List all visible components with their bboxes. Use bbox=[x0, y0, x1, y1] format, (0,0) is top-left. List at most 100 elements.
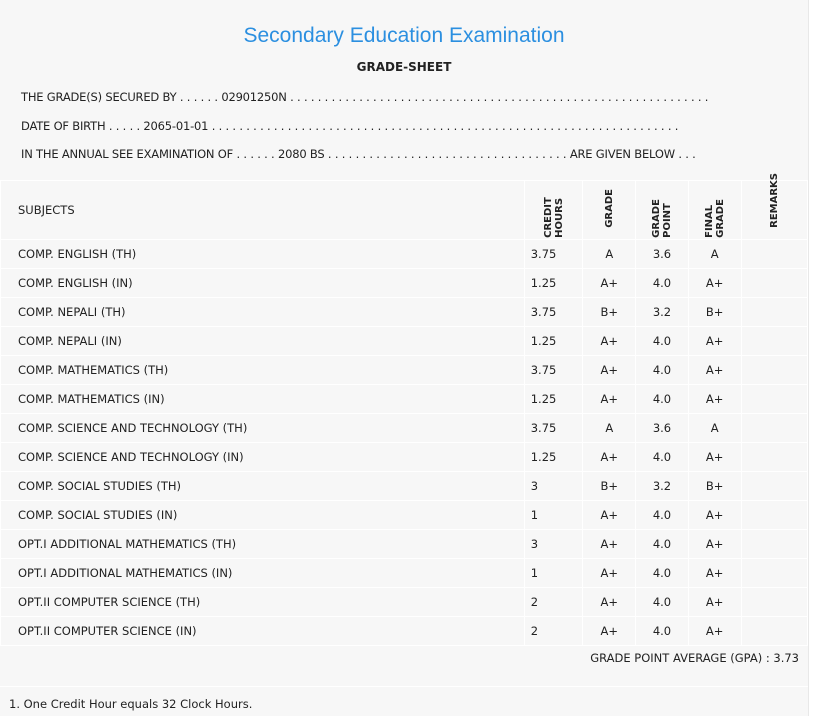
table-row: COMP. MATHEMATICS (IN) 1.25 A+ 4.0 A+ bbox=[0, 383, 808, 414]
table-row: COMP. MATHEMATICS (TH) 3.75 A+ 4.0 A+ bbox=[0, 354, 808, 385]
subject-cell: COMP. ENGLISH (IN) bbox=[0, 267, 525, 298]
grade-point-cell: 4.0 bbox=[635, 557, 689, 588]
final-grade-cell: A+ bbox=[687, 267, 742, 298]
remarks-cell bbox=[740, 499, 808, 530]
final-grade-cell: A+ bbox=[687, 441, 742, 472]
grade-point-cell: 4.0 bbox=[635, 528, 689, 559]
remarks-cell bbox=[740, 383, 808, 414]
remarks-cell bbox=[740, 557, 808, 588]
header-remarks: REMARKS bbox=[768, 173, 780, 228]
grade-cell: A+ bbox=[582, 528, 637, 559]
credit-hours-cell: 1.25 bbox=[523, 441, 584, 472]
remarks-cell bbox=[740, 412, 808, 443]
remarks-cell bbox=[740, 528, 808, 559]
table-row: COMP. ENGLISH (IN) 1.25 A+ 4.0 A+ bbox=[0, 267, 808, 298]
remarks-cell bbox=[740, 325, 808, 356]
credit-hours-cell: 3.75 bbox=[523, 412, 584, 443]
table-row: OPT.II COMPUTER SCIENCE (TH) 2 A+ 4.0 A+ bbox=[0, 586, 808, 617]
subject-cell: COMP. MATHEMATICS (TH) bbox=[0, 354, 525, 385]
subject-cell: COMP. ENGLISH (TH) bbox=[0, 238, 525, 269]
subject-cell: OPT.I ADDITIONAL MATHEMATICS (IN) bbox=[0, 557, 525, 588]
grade-point-cell: 3.2 bbox=[635, 296, 689, 327]
subject-cell: OPT.I ADDITIONAL MATHEMATICS (TH) bbox=[0, 528, 525, 559]
remarks-cell bbox=[740, 470, 808, 501]
table-row: COMP. SOCIAL STUDIES (TH) 3 B+ 3.2 B+ bbox=[0, 470, 808, 501]
grade-point-cell: 4.0 bbox=[635, 615, 689, 646]
final-grade-cell: A+ bbox=[687, 325, 742, 356]
table-row: COMP. SOCIAL STUDIES (IN) 1 A+ 4.0 A+ bbox=[0, 499, 808, 530]
final-grade-cell: A+ bbox=[687, 499, 742, 530]
header-credit-hours: CREDIT HOURS bbox=[542, 196, 565, 238]
grade-point-cell: 3.6 bbox=[635, 412, 689, 443]
subtitle: GRADE-SHEET bbox=[356, 60, 452, 74]
final-grade-cell: A+ bbox=[687, 383, 742, 414]
footnote: 1. One Credit Hour equals 32 Clock Hours… bbox=[9, 697, 253, 711]
gpa: GRADE POINT AVERAGE (GPA) : 3.73 bbox=[590, 651, 799, 665]
footnote-row: 1. One Credit Hour equals 32 Clock Hours… bbox=[0, 686, 808, 711]
credit-hours-cell: 3 bbox=[523, 470, 584, 501]
grade-cell: B+ bbox=[582, 296, 637, 327]
final-grade-cell: A+ bbox=[687, 528, 742, 559]
final-grade-cell: A+ bbox=[687, 586, 742, 617]
credit-hours-cell: 2 bbox=[523, 615, 584, 646]
final-grade-cell: A bbox=[687, 412, 742, 443]
grade-point-cell: 4.0 bbox=[635, 354, 689, 385]
grades-table: SUBJECTS CREDIT HOURS GRADE GRADE POINT … bbox=[0, 173, 808, 646]
remarks-cell bbox=[740, 238, 808, 269]
credit-hours-cell: 1.25 bbox=[523, 267, 584, 298]
grade-point-cell: 4.0 bbox=[635, 383, 689, 414]
table-row: COMP. ENGLISH (TH) 3.75 A 3.6 A bbox=[0, 238, 808, 269]
grade-point-cell: 4.0 bbox=[635, 325, 689, 356]
header-grade-point: GRADE POINT bbox=[650, 198, 673, 238]
grade-cell: B+ bbox=[582, 470, 637, 501]
remarks-cell bbox=[740, 354, 808, 385]
subject-cell: COMP. MATHEMATICS (IN) bbox=[0, 383, 525, 414]
remarks-cell bbox=[740, 267, 808, 298]
grade-cell: A+ bbox=[582, 325, 637, 356]
grade-point-cell: 4.0 bbox=[635, 499, 689, 530]
credit-hours-cell: 3 bbox=[523, 528, 584, 559]
table-row: OPT.I ADDITIONAL MATHEMATICS (IN) 1 A+ 4.0 A… bbox=[0, 557, 808, 588]
grade-cell: A+ bbox=[582, 557, 637, 588]
credit-hours-cell: 3.75 bbox=[523, 296, 584, 327]
credit-hours-cell: 2 bbox=[523, 586, 584, 617]
final-grade-cell: B+ bbox=[687, 470, 742, 501]
grade-point-cell: 3.2 bbox=[635, 470, 689, 501]
final-grade-cell: A+ bbox=[687, 354, 742, 385]
subject-cell: COMP. SCIENCE AND TECHNOLOGY (IN) bbox=[0, 441, 525, 472]
header-subjects: SUBJECTS bbox=[0, 180, 525, 240]
grade-point-cell: 4.0 bbox=[635, 586, 689, 617]
grade-cell: A+ bbox=[582, 267, 637, 298]
table-row: COMP. NEPALI (TH) 3.75 B+ 3.2 B+ bbox=[0, 296, 808, 327]
table-header: SUBJECTS CREDIT HOURS GRADE GRADE POINT … bbox=[0, 173, 808, 240]
grade-cell: A+ bbox=[582, 354, 637, 385]
subject-cell: COMP. SOCIAL STUDIES (IN) bbox=[0, 499, 525, 530]
subject-cell: OPT.II COMPUTER SCIENCE (TH) bbox=[0, 586, 525, 617]
table-row: COMP. NEPALI (IN) 1.25 A+ 4.0 A+ bbox=[0, 325, 808, 356]
grade-cell: A bbox=[582, 412, 637, 443]
exam-line: IN THE ANNUAL SEE EXAMINATION OF . . . .… bbox=[21, 147, 696, 161]
subject-cell: OPT.II COMPUTER SCIENCE (IN) bbox=[0, 615, 525, 646]
remarks-cell bbox=[740, 586, 808, 617]
final-grade-cell: A bbox=[687, 238, 742, 269]
table-row: OPT.II COMPUTER SCIENCE (IN) 2 A+ 4.0 A+ bbox=[0, 615, 808, 646]
secured-by-line: THE GRADE(S) SECURED BY . . . . . . 0290… bbox=[21, 90, 709, 104]
grade-cell: A+ bbox=[582, 499, 637, 530]
credit-hours-cell: 1 bbox=[523, 557, 584, 588]
header-grade: GRADE bbox=[603, 189, 615, 228]
grade-cell: A+ bbox=[582, 615, 637, 646]
credit-hours-cell: 1.25 bbox=[523, 383, 584, 414]
remarks-cell bbox=[740, 441, 808, 472]
final-grade-cell: A+ bbox=[687, 557, 742, 588]
final-grade-cell: A+ bbox=[687, 615, 742, 646]
grade-cell: A+ bbox=[582, 586, 637, 617]
subject-cell: COMP. NEPALI (TH) bbox=[0, 296, 525, 327]
table-row: COMP. SCIENCE AND TECHNOLOGY (IN) 1.25 A+ 4… bbox=[0, 441, 808, 472]
credit-hours-cell: 3.75 bbox=[523, 238, 584, 269]
remarks-cell bbox=[740, 615, 808, 646]
grade-point-cell: 3.6 bbox=[635, 238, 689, 269]
remarks-cell bbox=[740, 296, 808, 327]
page-title: Secondary Education Examination bbox=[243, 24, 565, 47]
grade-cell: A+ bbox=[582, 383, 637, 414]
